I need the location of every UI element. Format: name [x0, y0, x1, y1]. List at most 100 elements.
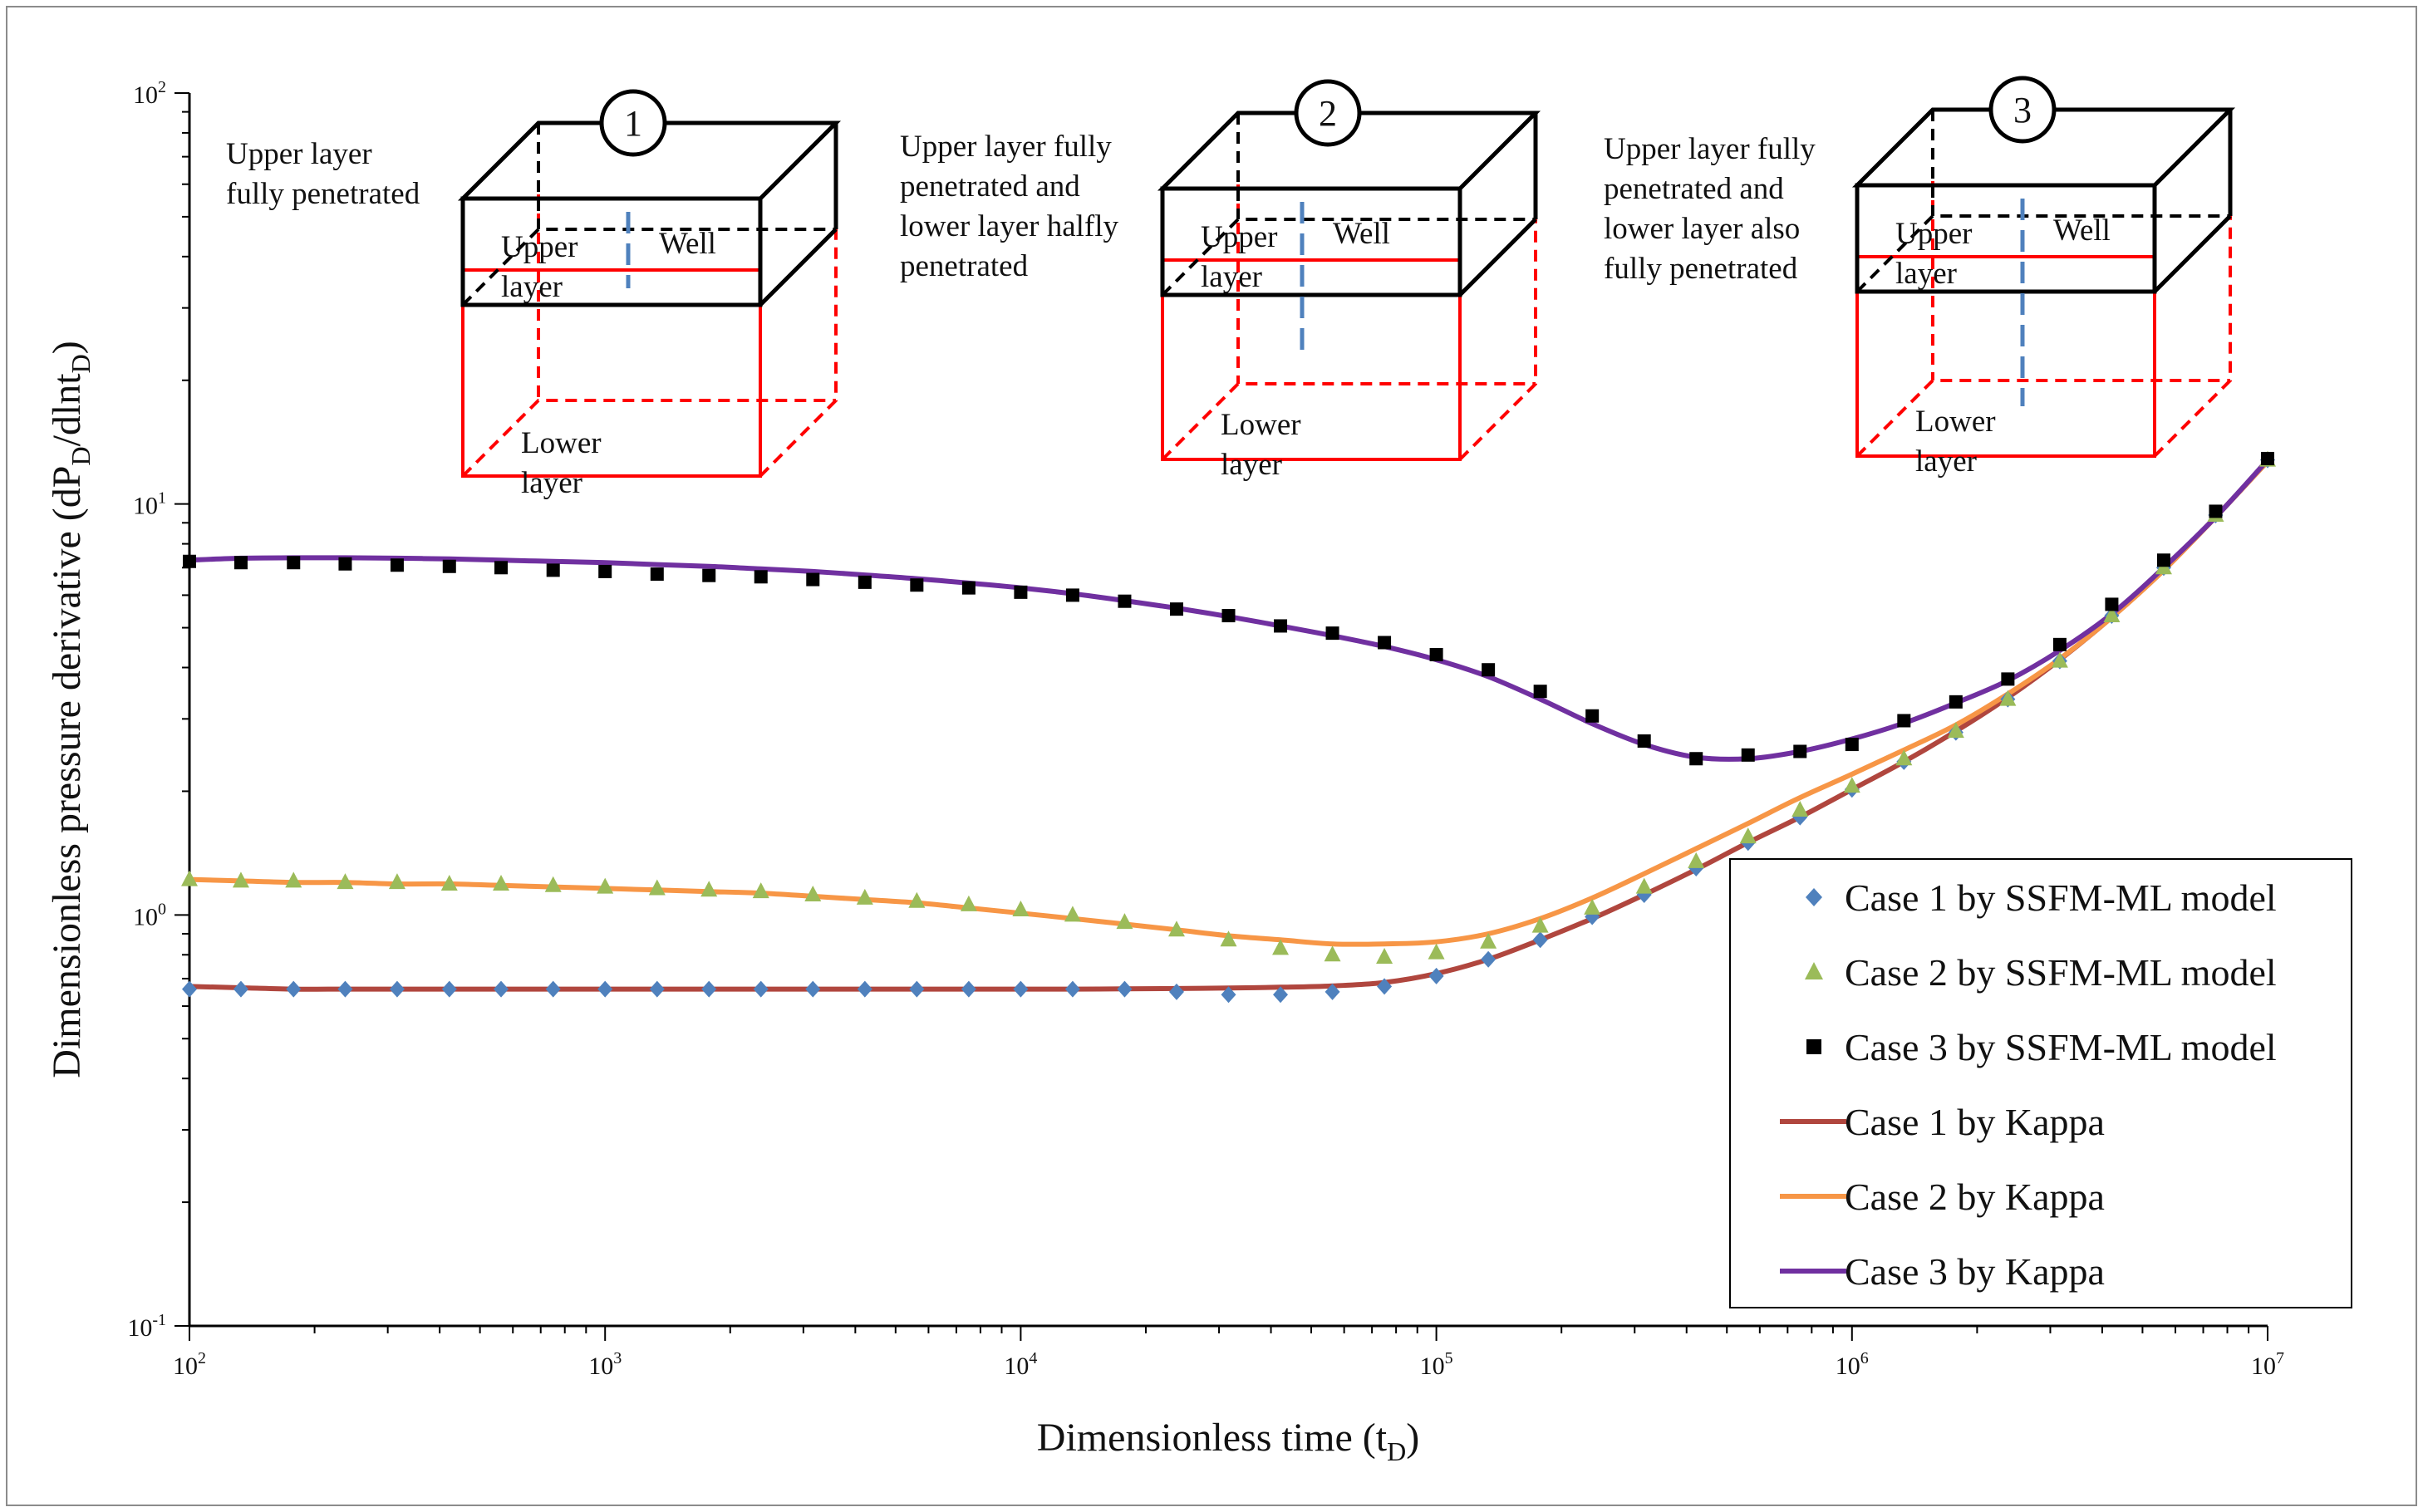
- data-point-case-3: [1169, 602, 1183, 616]
- data-point-case-3: [390, 558, 404, 572]
- lower-layer-label: Lower: [521, 426, 602, 460]
- case-caption-line: Upper layer fully: [1604, 132, 1816, 166]
- case-caption-line: fully penetrated: [226, 177, 420, 211]
- lower-layer-label: layer: [521, 466, 582, 500]
- legend-label: Case 1 by SSFM-ML model: [1845, 876, 2277, 919]
- upper-layer-right-edge: [759, 228, 838, 307]
- data-point-case-2: [856, 888, 873, 905]
- case-caption-line: penetrated and: [900, 169, 1080, 204]
- data-point-case-1: [182, 980, 197, 998]
- data-point-case-3: [442, 559, 456, 573]
- data-point-case-3: [1482, 663, 1496, 677]
- data-point-case-1: [286, 980, 302, 998]
- data-point-case-2: [1220, 930, 1237, 947]
- data-point-case-2: [1376, 947, 1393, 964]
- y-tick-label: 10-1: [127, 1311, 166, 1342]
- data-point-case-2: [1947, 722, 1964, 739]
- layer-diagram-2: 2 Upper layer Well Lower layer Upper layer ful…: [900, 79, 1541, 482]
- data-point-case-2: [1272, 939, 1290, 955]
- data-point-case-3: [546, 563, 560, 577]
- data-point-case-1: [649, 980, 665, 998]
- data-point-case-3: [1274, 619, 1288, 633]
- data-point-case-2: [337, 873, 354, 890]
- legend-label: Case 3 by Kappa: [1845, 1250, 2105, 1293]
- upper-layer-right-edge: [2153, 214, 2232, 293]
- data-point-case-3: [1689, 752, 1703, 766]
- data-point-case-2: [804, 885, 822, 901]
- data-point-case-2: [960, 895, 977, 911]
- data-point-case-1: [909, 980, 925, 998]
- data-point-case-1: [1168, 983, 1184, 1000]
- upper-layer-label: Upper: [1895, 217, 1972, 251]
- data-point-case-2: [1064, 906, 1081, 922]
- data-point-case-3: [2261, 451, 2274, 465]
- y-tick-label: 102: [133, 78, 166, 109]
- data-point-case-3: [1378, 636, 1392, 650]
- lower-layer-front-face: [1161, 258, 1462, 461]
- legend-marker: [1805, 962, 1823, 979]
- data-point-case-2: [2103, 606, 2121, 623]
- series-markers: [181, 450, 2276, 1004]
- data-point-case-3: [233, 556, 248, 570]
- data-point-case-1: [494, 980, 509, 998]
- x-tick-label: 105: [1420, 1349, 1453, 1380]
- data-point-case-3: [2209, 504, 2223, 518]
- legend-label: Case 2 by SSFM-ML model: [1845, 951, 2277, 994]
- legend-marker: [1806, 1039, 1821, 1054]
- data-point-case-3: [1118, 594, 1132, 608]
- case-caption-line: Upper layer fully: [900, 130, 1112, 164]
- data-point-case-3: [1585, 709, 1600, 723]
- lower-layer-front-face: [1855, 255, 2156, 458]
- x-tick-label: 102: [173, 1349, 206, 1380]
- data-point-case-3: [1325, 626, 1339, 641]
- case-caption-line: fully penetrated: [1604, 252, 1798, 286]
- data-point-case-3: [1845, 738, 1859, 752]
- legend-marker: [1806, 888, 1822, 906]
- well-label: Well: [1333, 217, 1390, 251]
- data-point-case-2: [752, 882, 769, 899]
- legend: Case 1 by SSFM-ML model Case 2 by SSFM-ML…: [1729, 858, 2352, 1308]
- data-point-case-3: [598, 564, 612, 578]
- case-number-circle: [599, 89, 667, 157]
- data-point-case-1: [1013, 980, 1029, 998]
- data-point-case-2: [1116, 913, 1133, 930]
- data-point-case-3: [910, 578, 924, 592]
- data-point-case-3: [1949, 695, 1963, 709]
- data-point-case-3: [2105, 597, 2119, 611]
- legend-label: Case 3 by SSFM-ML model: [1845, 1026, 2277, 1068]
- data-point-case-3: [287, 556, 301, 570]
- case-caption-line: penetrated: [900, 249, 1029, 283]
- case-number-circle: [1988, 76, 2057, 144]
- data-point-case-2: [1895, 749, 1913, 766]
- data-point-case-1: [1481, 950, 1497, 968]
- data-point-case-2: [1635, 877, 1653, 894]
- data-point-case-2: [544, 876, 562, 892]
- upper-layer-label: layer: [1895, 257, 1957, 291]
- data-point-case-2: [597, 877, 614, 894]
- data-point-case-2: [1531, 916, 1549, 933]
- data-point-case-2: [1739, 827, 1757, 844]
- data-point-case-2: [1688, 852, 1705, 868]
- data-point-case-2: [1324, 945, 1341, 962]
- data-point-case-2: [1428, 943, 1445, 960]
- legend-label: Case 1 by Kappa: [1845, 1101, 2105, 1143]
- data-point-case-3: [1533, 685, 1547, 699]
- lower-layer-label: layer: [1915, 444, 1977, 479]
- layer-diagrams: 1 Upper layer Well Lower layer Upper layer full…: [226, 76, 2236, 500]
- data-point-case-3: [1014, 585, 1028, 599]
- data-point-case-2: [648, 879, 666, 896]
- data-point-case-3: [1897, 714, 1911, 728]
- data-point-case-2: [1791, 801, 1809, 817]
- data-point-case-3: [806, 572, 820, 587]
- data-point-case-1: [1064, 980, 1080, 998]
- layer-interface-edges: [1161, 218, 1536, 297]
- data-point-case-1: [1325, 983, 1340, 1000]
- data-point-case-3: [338, 557, 352, 571]
- lower-layer-hidden-edges: [461, 399, 836, 478]
- case-number: 3: [2013, 90, 2032, 130]
- x-tick-label: 107: [2251, 1349, 2284, 1380]
- case-number: 1: [624, 103, 642, 144]
- data-point-case-2: [1999, 690, 2017, 706]
- data-point-case-3: [2001, 672, 2015, 686]
